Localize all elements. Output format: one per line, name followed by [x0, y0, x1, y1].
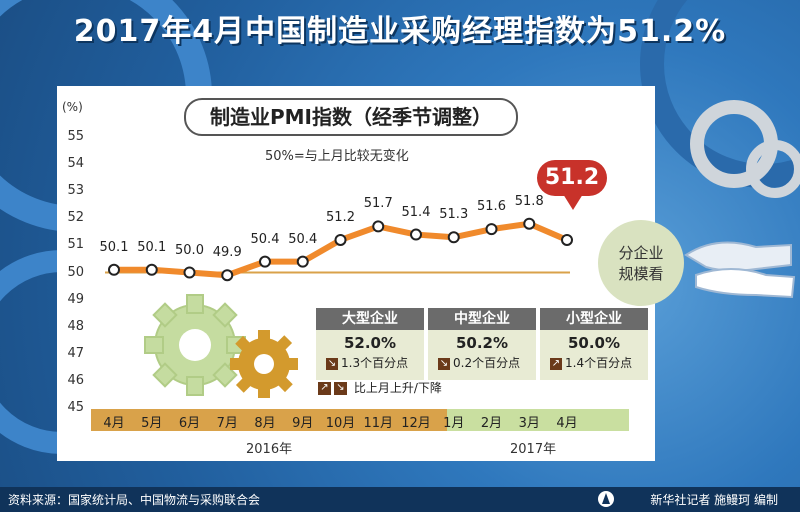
- arrow-up-icon: ↗: [318, 382, 331, 395]
- xinhua-logo-icon: [598, 491, 614, 507]
- x-tick-label: 6月: [178, 416, 201, 431]
- arrow-down-icon: ↘: [438, 357, 450, 370]
- y-tick-label: 45: [67, 400, 84, 415]
- data-point: [145, 263, 158, 276]
- x-tick-label: 4月: [103, 416, 125, 431]
- y-tick-label: 54: [67, 156, 84, 172]
- data-point: [561, 233, 573, 246]
- enterprise-medium: 中型企业 50.2% ↘ 0.2个百分点: [428, 308, 536, 380]
- enterprise-body: 50.2% ↘ 0.2个百分点: [428, 330, 536, 380]
- arrow-up-icon: ↗: [550, 357, 562, 370]
- y-axis-unit: (%): [62, 100, 83, 114]
- change-text: 1.4个百分点: [565, 356, 633, 370]
- side-label-bubble: 分企业 规模看: [598, 220, 684, 306]
- change-text: 0.2个百分点: [453, 356, 521, 370]
- y-tick-label: 50: [67, 264, 84, 280]
- legend-label: 比上月上升/下降: [353, 381, 442, 395]
- enterprise-name: 中型企业: [428, 308, 536, 330]
- enterprise-large: 大型企业 52.0% ↘ 1.3个百分点: [316, 308, 424, 380]
- x-tick-label: 11月: [363, 416, 394, 431]
- data-label: 51.8: [514, 193, 544, 209]
- data-label: 50.4: [250, 231, 280, 247]
- data-label: 50.4: [288, 231, 318, 247]
- data-point: [183, 266, 196, 279]
- data-point: [296, 255, 309, 268]
- x-tick-label: 10月: [325, 416, 356, 431]
- x-tick-label: 9月: [292, 416, 314, 431]
- x-tick-label: 1月: [443, 416, 465, 431]
- x-tick-label: 7月: [216, 416, 238, 431]
- data-point: [447, 231, 460, 244]
- data-label: 50.0: [175, 242, 204, 258]
- chart-title: 制造业PMI指数（经季节调整）: [184, 98, 518, 136]
- x-tick-label: 5月: [141, 416, 163, 431]
- side-label-line2: 规模看: [618, 265, 664, 283]
- data-label: 50.1: [99, 239, 129, 255]
- y-tick-label: 47: [67, 345, 84, 361]
- enterprise-value: 50.0%: [567, 334, 621, 352]
- legend: ↗ ↘ 比上月上升/下降: [318, 379, 442, 396]
- y-tick-label: 55: [67, 129, 84, 144]
- arrow-down-icon: ↘: [326, 357, 338, 370]
- y-tick-label: 48: [67, 318, 84, 334]
- data-label: 51.6: [477, 199, 506, 215]
- side-label-line1: 分企业: [618, 244, 664, 262]
- enterprise-name: 小型企业: [540, 308, 648, 330]
- data-label: 50.1: [137, 239, 167, 255]
- y-tick-label: 51: [67, 237, 84, 253]
- latest-value-callout: 51.2: [537, 160, 607, 196]
- data-point: [485, 223, 498, 236]
- data-label: 51.7: [363, 196, 393, 212]
- data-point: [523, 217, 536, 230]
- enterprise-value: 50.2%: [455, 334, 509, 352]
- enterprise-value: 52.0%: [343, 334, 397, 352]
- y-tick-label: 46: [67, 372, 84, 388]
- enterprise-body: 50.0% ↗ 1.4个百分点: [540, 330, 648, 380]
- change-text: 1.3个百分点: [341, 356, 409, 370]
- x-tick-label: 3月: [518, 416, 540, 431]
- source-text: 资料来源：国家统计局、中国物流与采购联合会: [8, 493, 261, 507]
- x-tick-label: 12月: [401, 416, 431, 431]
- data-point: [259, 255, 271, 268]
- x-tick-label: 2月: [480, 416, 503, 431]
- enterprise-body: 52.0% ↘ 1.3个百分点: [316, 330, 424, 380]
- gear-icon: [230, 330, 298, 398]
- enterprise-change: ↘ 0.2个百分点: [428, 354, 536, 371]
- enterprise-change: ↘ 1.3个百分点: [316, 354, 424, 371]
- x-tick-label: 4月: [556, 416, 578, 431]
- hands-icon: [684, 241, 796, 299]
- credit-text: 新华社记者 施鳗珂 编制: [650, 493, 778, 507]
- data-point: [108, 263, 120, 276]
- year-label-2017: 2017年: [510, 442, 557, 457]
- data-point: [410, 228, 422, 241]
- x-tick-label: 8月: [254, 416, 276, 431]
- enterprise-name: 大型企业: [316, 308, 424, 330]
- page-title: 2017年4月中国制造业采购经理指数为51.2%: [73, 14, 727, 49]
- y-tick-label: 53: [67, 183, 84, 199]
- data-point: [221, 269, 234, 282]
- band-2017: [447, 409, 629, 431]
- chart-note: 50%=与上月比较无变化: [265, 149, 409, 164]
- footer: 资料来源：国家统计局、中国物流与采购联合会 新华社记者 施鳗珂 编制: [0, 487, 800, 512]
- year-label-2016: 2016年: [246, 442, 293, 457]
- callout-pointer: [563, 194, 583, 210]
- gear-icon: [144, 294, 246, 396]
- data-label: 51.3: [439, 207, 469, 223]
- data-point: [334, 233, 347, 246]
- enterprise-small: 小型企业 50.0% ↗ 1.4个百分点: [540, 308, 648, 380]
- data-label: 51.2: [326, 209, 355, 225]
- y-tick-label: 49: [67, 291, 84, 307]
- arrow-down-icon: ↘: [334, 382, 347, 395]
- x-axis-band: [91, 409, 629, 431]
- data-label: 49.9: [212, 245, 242, 261]
- y-tick-label: 52: [67, 210, 84, 226]
- data-label: 51.4: [401, 204, 431, 220]
- enterprise-change: ↗ 1.4个百分点: [540, 354, 648, 371]
- data-point: [372, 220, 385, 233]
- background-gear-icon: [746, 140, 800, 198]
- band-2016: [91, 409, 447, 431]
